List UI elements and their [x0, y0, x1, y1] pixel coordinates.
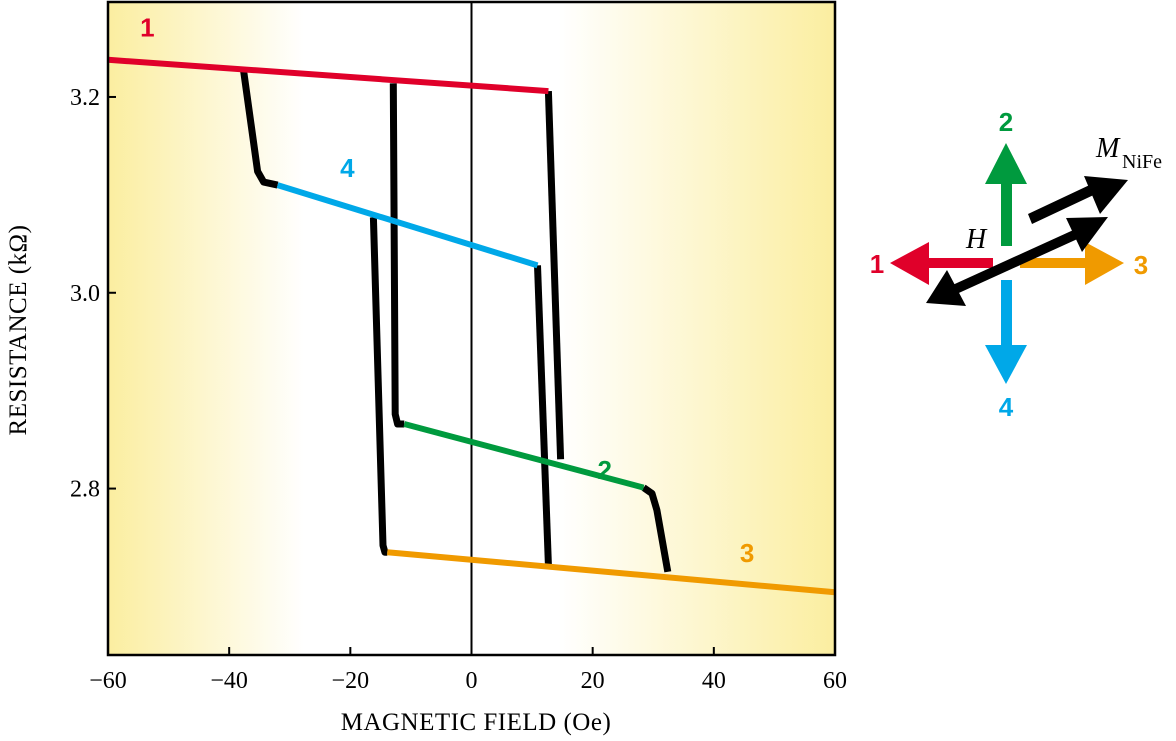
arrow-label-3: 3: [1134, 250, 1148, 280]
magnetization-arrow-icon: [926, 176, 1128, 306]
series-label-4: 4: [340, 153, 355, 183]
arrow-label-2: 2: [999, 107, 1013, 137]
series-line-4: [276, 182, 539, 269]
transition-line-1: [240, 71, 279, 189]
y-tick-label: 2.8: [70, 477, 100, 503]
y-tick-label: 3.2: [70, 85, 100, 111]
series-label-3: 3: [740, 538, 754, 568]
y-tick-label: 3.0: [70, 281, 100, 307]
arrow-label-4: 4: [999, 392, 1014, 422]
series-label-1: 1: [140, 12, 154, 42]
x-tick-label: 20: [581, 668, 605, 694]
magnetization-subscript: NiFe: [1122, 151, 1162, 173]
transition-line-3: [369, 217, 389, 556]
x-tick-label: 60: [823, 668, 847, 694]
arrow-label-1: 1: [870, 249, 884, 279]
arrow-1-icon: [890, 242, 993, 285]
x-axis-label: MAGNETIC FIELD (Oe): [341, 709, 612, 736]
transition-line-2: [389, 83, 405, 428]
series-line-3: [387, 549, 836, 596]
series-line-1: [107, 56, 549, 95]
inset-diagram: 1 2 3 4 H M NiFe: [870, 107, 1162, 422]
magnetization-label: M: [1095, 133, 1121, 164]
x-tick-label: −60: [89, 668, 127, 694]
x-tick-label: −20: [332, 668, 370, 694]
arrow-4-icon: [985, 280, 1027, 384]
transition-line-4: [544, 90, 565, 460]
x-tick-label: −40: [210, 668, 248, 694]
arrow-3-icon: [1020, 242, 1124, 285]
series-line-2: [403, 421, 645, 491]
x-tick-label: 0: [466, 668, 478, 694]
series-label-2: 2: [598, 455, 612, 485]
transition-line-6: [641, 484, 672, 573]
transition-line-5: [534, 265, 552, 566]
y-axis-label: RESISTANCE (kΩ): [5, 225, 32, 436]
field-label-h: H: [965, 224, 988, 255]
x-tick-label: 40: [702, 668, 726, 694]
arrow-2-icon: [985, 143, 1027, 246]
